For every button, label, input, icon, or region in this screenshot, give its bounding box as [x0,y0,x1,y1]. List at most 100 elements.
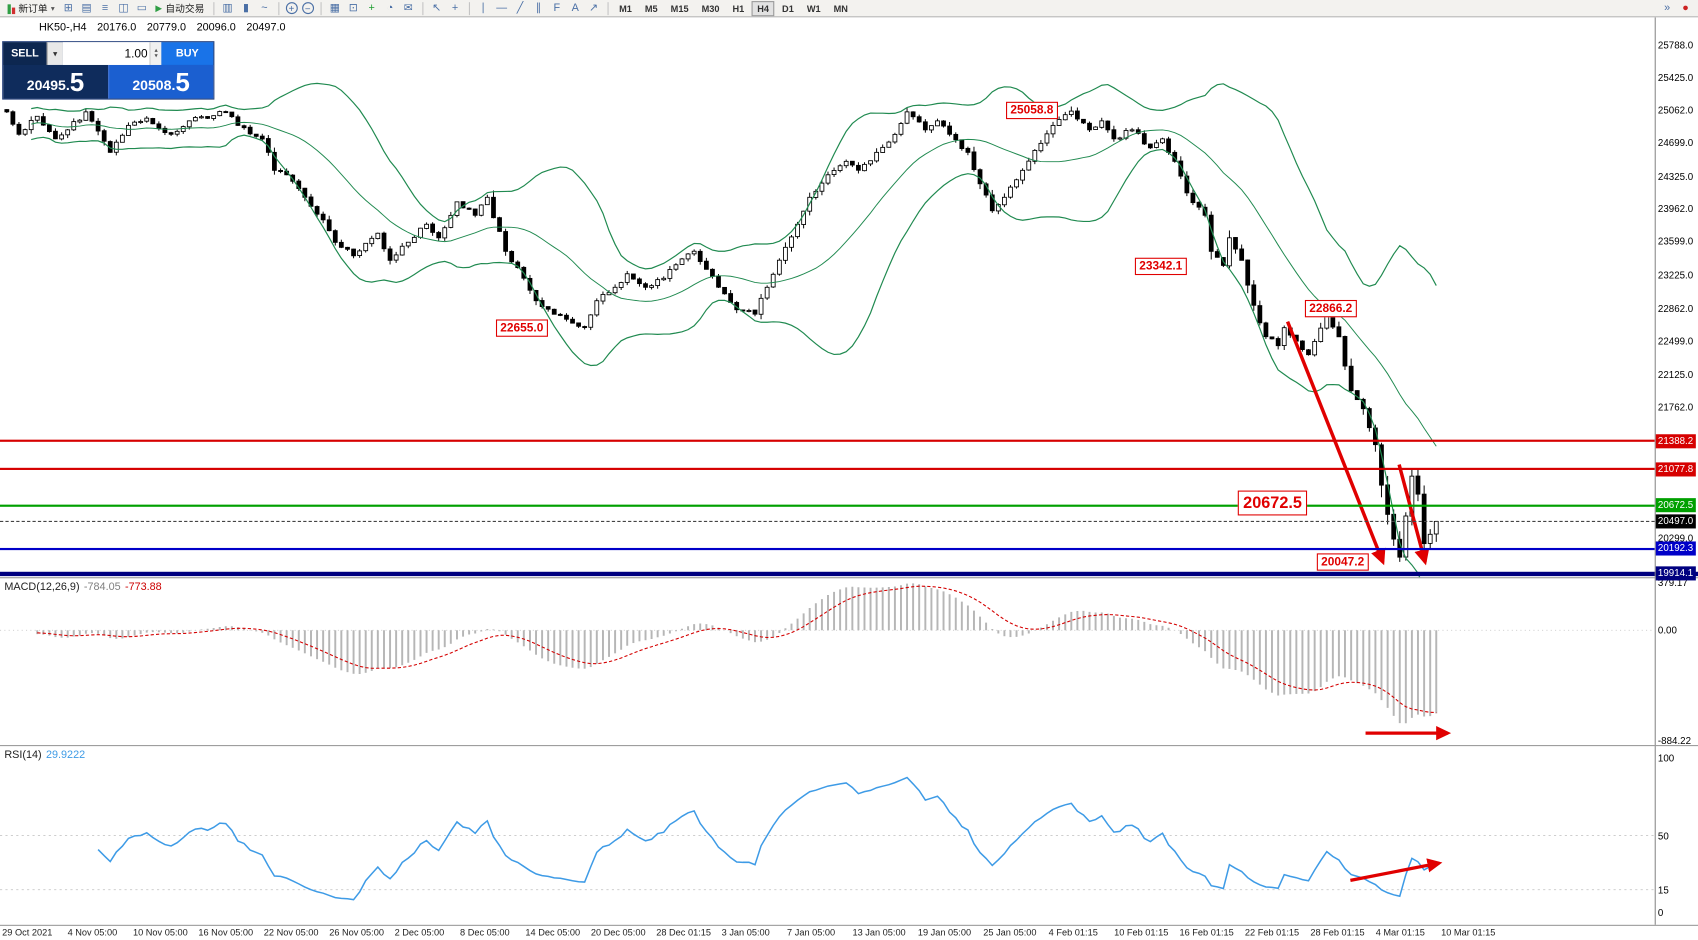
timeframe-d1-button[interactable]: D1 [782,2,794,14]
toolbar-separator [277,1,280,15]
text-label-icon[interactable]: A [571,2,579,15]
toolbar-separator [468,1,470,15]
autotrade-button[interactable]: ▶ 自动交易 [151,1,209,16]
time-axis-label: 7 Jan 05:00 [787,926,836,938]
fibonacci-icon[interactable]: F [553,2,561,15]
timeframe-m5-button[interactable]: M5 [644,2,658,14]
timeframe-m15-button[interactable]: M15 [670,2,689,14]
time-axis-label: 10 Mar 01:15 [1441,926,1496,938]
price-label-annotation[interactable]: 20047.2 [1316,553,1369,571]
price-axis-line-label: 21077.8 [1655,462,1696,477]
chevron-down-icon: ▾ [50,4,55,13]
indicator-axis-label: 50 [1657,830,1669,841]
toolbar-overflow-icon[interactable]: » [1664,2,1671,15]
macd-value: -784.05 [83,581,121,594]
timeframe-h4-button[interactable]: H4 [751,0,775,16]
price-axis-label: 23962.0 [1657,203,1694,215]
ohlc-open: 20176.0 [97,21,137,34]
price-label-annotation[interactable]: 25058.8 [1006,101,1058,120]
price-axis-separator [1654,17,1656,925]
timeframe-m1-button[interactable]: M1 [619,2,632,14]
price-axis-label: 20299.0 [1657,533,1694,545]
cascade-windows-icon[interactable]: ⊡ [348,2,358,15]
level-line-21388.2[interactable] [0,440,1655,443]
time-axis-label: 25 Jan 05:00 [983,926,1037,938]
navigator-icon[interactable]: ◫ [118,2,129,15]
profiles-icon[interactable]: ▤ [81,2,92,15]
crosshair-icon[interactable]: + [451,2,459,15]
ohlc-close: 20497.0 [246,21,286,34]
arrow-object-icon[interactable]: ↗ [589,2,599,15]
bar-chart-icon[interactable]: ▥ [222,2,233,15]
spin-down-icon: ▾ [154,52,158,60]
time-axis-label: 16 Nov 05:00 [198,926,254,938]
time-axis-separator [0,924,1698,926]
price-axis-label: 25062.0 [1657,104,1694,116]
level-line-21077.8[interactable] [0,468,1655,471]
order-type-dropdown[interactable]: ▾ [46,42,63,65]
add-indicator-icon[interactable]: + [368,2,375,15]
sell-button[interactable]: SELL [3,42,47,65]
macd-canvas[interactable] [0,579,1698,745]
price-axis-line-label: 20192.3 [1655,541,1696,556]
level-line-19914.1[interactable] [0,571,1698,576]
toolbar-separator [213,1,215,15]
volume-input[interactable] [62,42,150,65]
candle-chart-icon[interactable]: ▮ [243,2,250,15]
volume-stepper[interactable]: ▴ ▾ [149,42,162,65]
periods-dropdown-icon[interactable]: ◔ [386,2,394,15]
new-order-label: 新订单 [18,3,48,15]
indicator-axis-label: 379.17 [1657,577,1688,589]
level-line-20672.5[interactable] [0,504,1655,507]
price-label-annotation[interactable]: 20672.5 [1237,490,1308,516]
time-axis-label: 20 Dec 05:00 [590,926,646,938]
price-axis-label: 22862.0 [1657,302,1694,314]
buy-price[interactable]: 20508. 5 [107,64,214,99]
rsi-canvas[interactable] [0,747,1698,925]
time-axis-label: 2 Dec 05:00 [394,926,445,938]
equidistant-channel-icon[interactable]: ∥ [535,2,542,15]
time-axis-label: 16 Feb 01:15 [1179,926,1234,938]
time-axis[interactable]: 29 Oct 2021 4 Nov 05:00 10 Nov 05:00 16 Nov… [0,926,1698,940]
timeframe-h1-button[interactable]: H1 [732,2,745,14]
zoom-out-icon[interactable]: − [301,2,314,15]
macd-label: MACD(12,26,9) -784.05 -773.88 [4,582,161,594]
level-line-20497.0[interactable] [0,520,1655,522]
timeframe-m30-button[interactable]: M30 [701,2,720,14]
timeframe-w1-button[interactable]: W1 [806,2,821,14]
charts-grid-icon[interactable]: ⊞ [63,2,73,15]
panel-separator-macd[interactable] [0,577,1698,579]
time-axis-label: 26 Nov 05:00 [329,926,384,938]
time-axis-label: 8 Dec 05:00 [460,926,510,938]
sell-price[interactable]: 20495. 5 [3,64,108,99]
horizontal-line-icon[interactable]: — [496,2,508,15]
timeframe-mn-button[interactable]: MN [833,2,848,14]
price-label-annotation[interactable]: 23342.1 [1134,257,1187,276]
trendline-icon[interactable]: ╱ [516,2,524,15]
toolbar-icon-group-right: » ● [1658,1,1695,15]
new-order-button[interactable]: 新订单 ▾ [3,1,59,16]
tile-windows-icon[interactable]: ▦ [329,2,340,15]
line-chart-icon[interactable]: ~ [261,2,268,15]
toolbar-icon-group-windows: ⊞ ▤ ≡ ◫ ▭ [59,1,151,15]
vertical-line-icon[interactable]: ∣ [480,2,486,15]
buy-button[interactable]: BUY [161,42,214,65]
level-line-20192.3[interactable] [0,547,1655,550]
panel-separator-rsi[interactable] [0,745,1698,747]
price-label-annotation[interactable]: 22655.0 [495,319,548,337]
rsi-name: RSI(14) [4,749,42,762]
rsi-label: RSI(14) 29.9222 [4,749,85,761]
time-axis-label: 22 Nov 05:00 [263,926,319,938]
community-icon[interactable]: ● [1682,2,1689,15]
terminal-panel-icon[interactable]: ▭ [136,2,148,15]
zoom-in-icon[interactable]: + [285,2,298,15]
price-axis-label: 23599.0 [1657,236,1694,248]
price-chart-canvas[interactable] [0,17,1698,578]
time-axis-label: 10 Feb 01:15 [1114,926,1169,938]
indicator-axis-label: 0 [1657,907,1664,919]
templates-icon[interactable]: ✉ [403,2,414,15]
price-label-annotation[interactable]: 22866.2 [1304,299,1357,318]
market-watch-icon[interactable]: ≡ [101,2,109,15]
chart-ohlc-readout: HK50-,H4 20176.0 20779.0 20096.0 20497.0 [39,22,293,34]
cursor-icon[interactable]: ↖ [432,2,442,15]
